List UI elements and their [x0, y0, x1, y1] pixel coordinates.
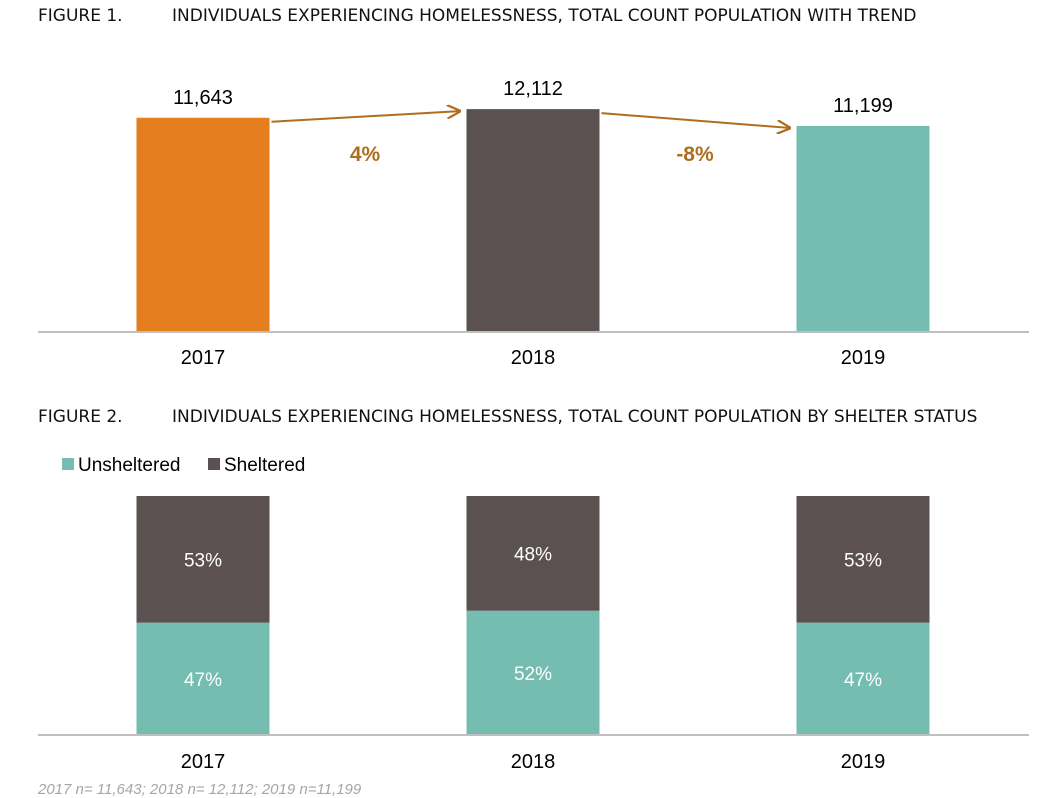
legend-label-sheltered: Sheltered — [224, 455, 305, 476]
figure2-bar-sheltered-2019 — [796, 496, 930, 623]
figure1-number: FIGURE 1. — [38, 6, 123, 26]
figure1-bar-2019 — [796, 125, 930, 332]
figure2-plot: 47% 53% 2017 52% 48% 2018 47% 53% 2019 — [38, 496, 1029, 773]
figure2-segment-label-unsheltered-2018: 52% — [514, 664, 552, 685]
figure1-bar-2017 — [136, 117, 270, 332]
figure2-x-tick-2019: 2019 — [841, 751, 886, 773]
figure1-trend-label-1: 4% — [350, 143, 381, 166]
figure1-trend-arrow-2 — [601, 112, 790, 128]
figure2-bar-unsheltered-2017 — [136, 622, 270, 735]
figure2-segment-label-sheltered-2018: 48% — [514, 544, 552, 565]
figure1-value-label-2019: 11,199 — [833, 95, 893, 117]
figure1-trend-arrow-1 — [271, 111, 460, 123]
figure1-x-tick-2019: 2019 — [841, 347, 886, 369]
figure2-bar-sheltered-2017 — [136, 496, 270, 623]
figure1-value-label-2018: 12,112 — [503, 78, 563, 100]
figure2-x-tick-2017: 2017 — [181, 751, 226, 773]
figure1-plot: 11,643 2017 12,112 2018 11,199 2019 4% -8% — [38, 78, 1029, 369]
figure2-bar-unsheltered-2018 — [466, 610, 600, 735]
figure2-segment-label-sheltered-2017: 53% — [184, 550, 222, 571]
figure1-trend-label-2: -8% — [676, 143, 714, 166]
figure2-bar-unsheltered-2019 — [796, 622, 930, 735]
legend-swatch-unsheltered — [62, 458, 74, 470]
figure1-title: INDIVIDUALS EXPERIENCING HOMELESSNESS, T… — [172, 6, 916, 26]
figure1-bar-2018 — [466, 109, 600, 333]
figure2-segment-label-unsheltered-2017: 47% — [184, 670, 222, 691]
figure2-x-tick-2018: 2018 — [511, 751, 556, 773]
figure2-segment-label-unsheltered-2019: 47% — [844, 670, 882, 691]
figure2-sample-note: 2017 n= 11,643; 2018 n= 12,112; 2019 n=1… — [37, 781, 362, 798]
figure1-x-tick-2018: 2018 — [511, 347, 556, 369]
figure2-bar-sheltered-2018 — [466, 496, 600, 611]
legend-label-unsheltered: Unsheltered — [78, 455, 180, 476]
figure2-segment-label-sheltered-2019: 53% — [844, 550, 882, 571]
figure2-number: FIGURE 2. — [38, 407, 123, 427]
figure2-legend: Unsheltered Sheltered — [62, 455, 305, 476]
figure2-title: INDIVIDUALS EXPERIENCING HOMELESSNESS, T… — [172, 407, 977, 427]
figure1-value-label-2017: 11,643 — [173, 87, 233, 109]
figure1-x-tick-2017: 2017 — [181, 347, 226, 369]
legend-swatch-sheltered — [208, 458, 220, 470]
